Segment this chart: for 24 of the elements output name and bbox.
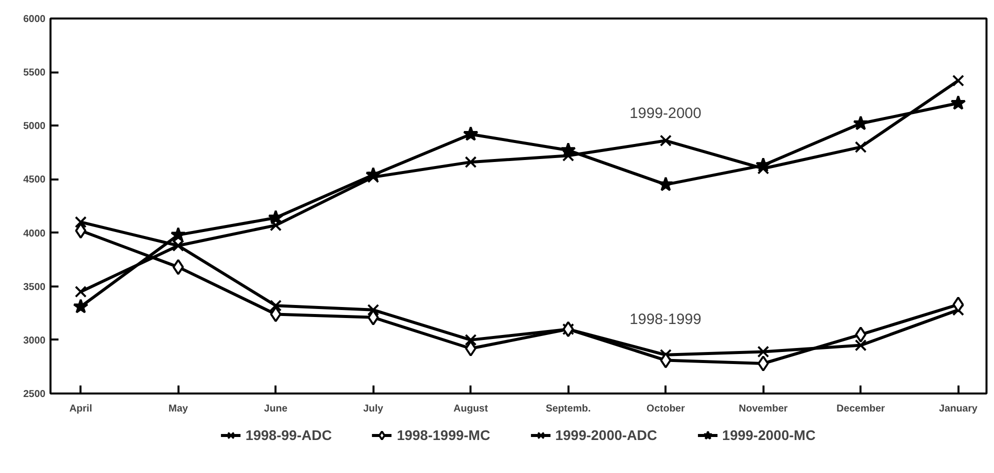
y-tick-label: 4000 [23,228,46,240]
x-tick-label: Septemb. [546,404,591,414]
y-tick-label: 2500 [23,389,46,400]
legend-label: 1998-99-ADC [245,427,332,443]
x-tick-label: October [646,404,686,414]
y-tick-label: 5000 [23,121,46,132]
y-tick-label: 3000 [23,335,46,346]
annotation: 1999-2000 [630,104,702,122]
legend-label: 1998-1999-MC [396,427,490,443]
x-tick-label: January [939,404,978,414]
x-tick-label: May [168,404,188,414]
legend-label: 1999-2000-ADC [555,427,658,443]
x-tick-label: July [363,404,384,414]
y-tick-label: 5500 [23,68,46,79]
annotation: 1998-1999 [630,311,702,328]
x-tick-label: November [738,404,788,414]
x-tick-label: June [264,404,288,414]
x-tick-label: December [836,404,886,414]
x-tick-label: August [454,404,489,414]
x-tick-label: April [69,404,92,414]
legend-label: 1999-2000-MC [722,427,816,443]
y-tick-label: 3500 [23,282,46,293]
y-tick-label: 6000 [23,14,46,25]
y-tick-label: 4500 [23,174,46,186]
